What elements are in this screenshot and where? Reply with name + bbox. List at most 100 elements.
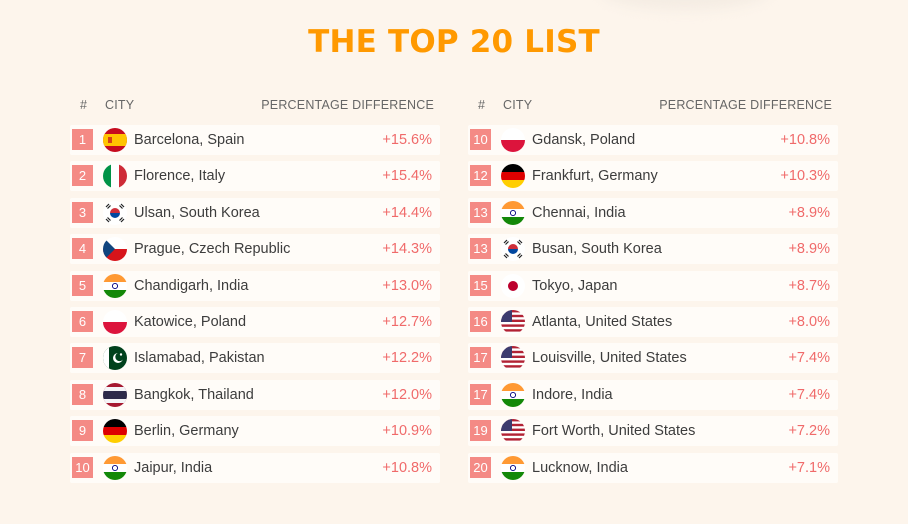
rank-badge: 3 [72,201,93,223]
rank-badge: 12 [470,165,491,187]
table-row: 19 Fort Worth, United States +7.2% [468,416,838,447]
header-city: CITY [105,98,135,112]
table-row: 1 Barcelona, Spain +15.6% [70,125,440,155]
rows-right: 10 Gdansk, Poland +10.8% 12 Frankfurt, Germa… [468,125,838,483]
poland-flag-icon [501,128,525,152]
percentage-value: +8.9% [788,241,830,258]
south-korea-flag-icon [103,200,127,225]
city-name: Bangkok, Thailand [134,386,254,403]
india-flag-icon [103,455,127,480]
rank-badge: 16 [470,310,491,332]
city-name: Jaipur, India [134,459,213,476]
table-row: 16 Atlanta, United States +8.0% [468,306,838,337]
city-name: Indore, India [532,386,613,403]
germany-flag-icon [103,419,127,444]
city-name: Prague, Czech Republic [134,241,291,258]
percentage-value: +12.2% [382,350,432,367]
table-row: 17 Indore, India +7.4% [468,379,838,410]
rank-badge: 17 [470,383,491,405]
percentage-value: +14.4% [382,204,432,221]
table-header: # CITY PERCENTAGE DIFFERENCE [468,92,838,118]
header-rank: # [80,98,88,112]
city-name: Ulsan, South Korea [134,204,260,221]
table-row: 17 Louisville, United States +7.4% [468,343,838,374]
table-header: # CITY PERCENTAGE DIFFERENCE [70,92,440,118]
table-row: 6 Katowice, Poland +12.7% [70,306,440,337]
india-flag-icon [501,382,525,407]
rank-badge: 20 [470,456,491,478]
city-name: Gdansk, Poland [532,132,636,148]
rank-badge: 7 [72,347,93,369]
rank-badge: 9 [72,420,93,442]
rank-badge: 13 [470,238,491,260]
table-row: 4 Prague, Czech Republic +14.3% [70,234,440,265]
header-rank: # [478,98,486,112]
header-percentage: PERCENTAGE DIFFERENCE [659,98,832,112]
background-blur [600,0,770,10]
city-name: Katowice, Poland [134,313,247,330]
table-row: 10 Gdansk, Poland +10.8% [468,125,838,155]
percentage-value: +14.3% [382,241,432,258]
percentage-value: +8.0% [788,313,830,330]
city-name: Atlanta, United States [532,313,673,330]
header-city: CITY [503,98,533,112]
percentage-value: +12.7% [382,313,432,330]
city-name: Louisville, United States [532,350,687,367]
city-name: Fort Worth, United States [532,423,696,440]
rank-badge: 10 [72,456,93,478]
city-name: Barcelona, Spain [134,132,245,148]
header-percentage: PERCENTAGE DIFFERENCE [261,98,434,112]
percentage-value: +10.3% [780,168,830,185]
poland-flag-icon [103,309,127,334]
rank-badge: 13 [470,201,491,223]
percentage-value: +13.0% [382,277,432,294]
table-row: 13 Chennai, India +8.9% [468,197,838,228]
rank-badge: 1 [72,129,93,150]
city-name: Lucknow, India [532,459,628,476]
percentage-value: +8.9% [788,204,830,221]
thailand-flag-icon [103,382,127,407]
city-name: Islamabad, Pakistan [134,350,265,367]
table-row: 20 Lucknow, India +7.1% [468,452,838,483]
percentage-value: +7.4% [788,350,830,367]
usa-flag-icon [501,346,525,371]
table-row: 7 Islamabad, Pakistan +12.2% [70,343,440,374]
ranking-table-left: # CITY PERCENTAGE DIFFERENCE 1 Barcelona,… [70,92,440,489]
india-flag-icon [103,273,127,298]
usa-flag-icon [501,419,525,444]
city-name: Tokyo, Japan [532,277,618,294]
percentage-value: +10.9% [382,423,432,440]
percentage-value: +7.2% [788,423,830,440]
percentage-value: +15.4% [382,168,432,185]
city-name: Chandigarh, India [134,277,249,294]
table-row: 10 Jaipur, India +10.8% [70,452,440,483]
table-row: 13 Busan, South Korea +8.9% [468,234,838,265]
rank-badge: 2 [72,165,93,187]
city-name: Frankfurt, Germany [532,168,658,185]
percentage-value: +10.8% [780,132,830,148]
city-name: Florence, Italy [134,168,226,185]
city-name: Busan, South Korea [532,241,662,258]
japan-flag-icon [501,273,525,298]
table-row: 12 Frankfurt, Germany +10.3% [468,161,838,192]
rank-badge: 15 [470,274,491,296]
spain-flag-icon [103,128,127,152]
table-row: 3 Ulsan, South Korea +14.4% [70,197,440,228]
percentage-value: +7.4% [788,386,830,403]
rank-badge: 10 [470,129,491,150]
rank-badge: 19 [470,420,491,442]
rank-badge: 4 [72,238,93,260]
table-row: 8 Bangkok, Thailand +12.0% [70,379,440,410]
table-row: 2 Florence, Italy +15.4% [70,161,440,192]
rank-badge: 6 [72,310,93,332]
south-korea-flag-icon [501,237,525,262]
page-title: THE TOP 20 LIST [308,24,600,60]
ranking-table-right: # CITY PERCENTAGE DIFFERENCE 10 Gdansk, P… [468,92,838,489]
table-row: 9 Berlin, Germany +10.9% [70,416,440,447]
percentage-value: +12.0% [382,386,432,403]
pakistan-flag-icon [103,346,127,371]
czech-flag-icon [103,237,127,262]
percentage-value: +15.6% [382,132,432,148]
germany-flag-icon [501,164,525,189]
italy-flag-icon [103,164,127,189]
